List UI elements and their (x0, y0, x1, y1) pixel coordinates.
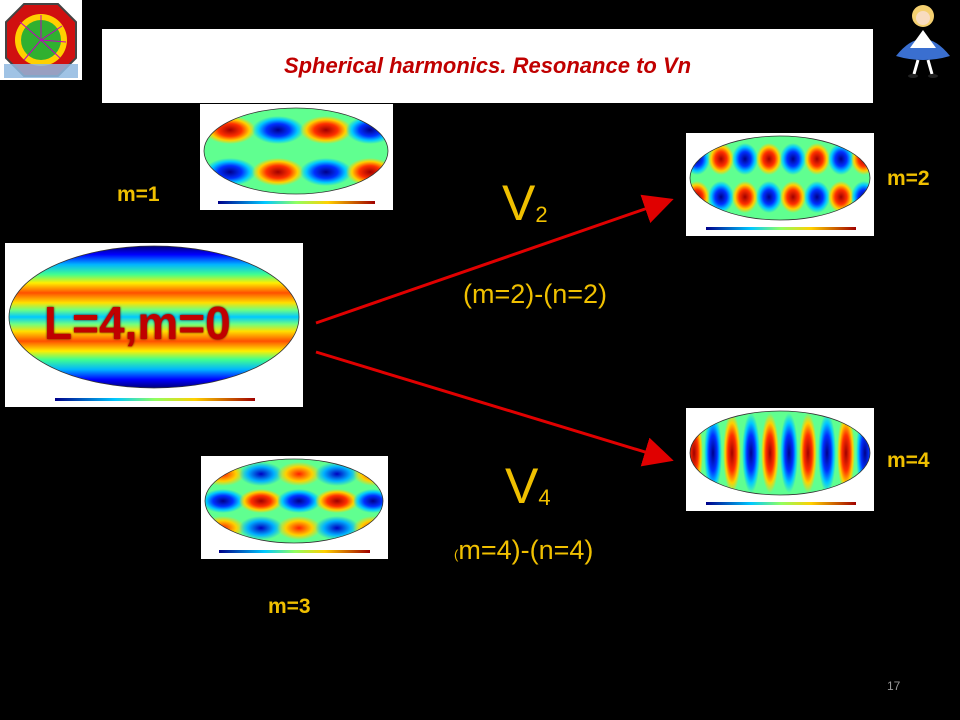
central-map (5, 243, 303, 407)
v4-symbol: V (505, 458, 539, 514)
v4-subscript: 4 (538, 485, 551, 510)
map-m4 (686, 408, 874, 511)
v4-label: V4 (505, 461, 551, 511)
slide-title: Spherical harmonics. Resonance to Vn (283, 53, 692, 78)
v2-relation: (m=2)-(n=2) (463, 279, 608, 309)
label-m3: m=3 (268, 595, 311, 618)
label-m1: m=1 (117, 183, 160, 206)
v2-subscript: 2 (535, 202, 548, 227)
v4-relation: (m=4)-(n=4) (454, 535, 593, 566)
page-number: 17 (887, 679, 901, 693)
alice-character-icon (886, 0, 960, 80)
arrow-to-m4 (315, 350, 674, 467)
central-map-label: L=4,m=0 (44, 297, 231, 349)
v4-relation-text: m=4)-(n=4) (458, 535, 594, 565)
detector-logo-icon (0, 0, 82, 80)
map-m1 (200, 104, 393, 210)
label-m4: m=4 (887, 449, 930, 472)
map-m2 (686, 133, 874, 236)
title-banner: Spherical harmonics. Resonance to Vn (102, 29, 873, 103)
map-m3 (201, 456, 388, 559)
label-m2: m=2 (887, 167, 930, 190)
v2-label: V2 (502, 178, 548, 228)
v2-symbol: V (502, 175, 536, 231)
v4-relation-open: ( (454, 547, 459, 562)
